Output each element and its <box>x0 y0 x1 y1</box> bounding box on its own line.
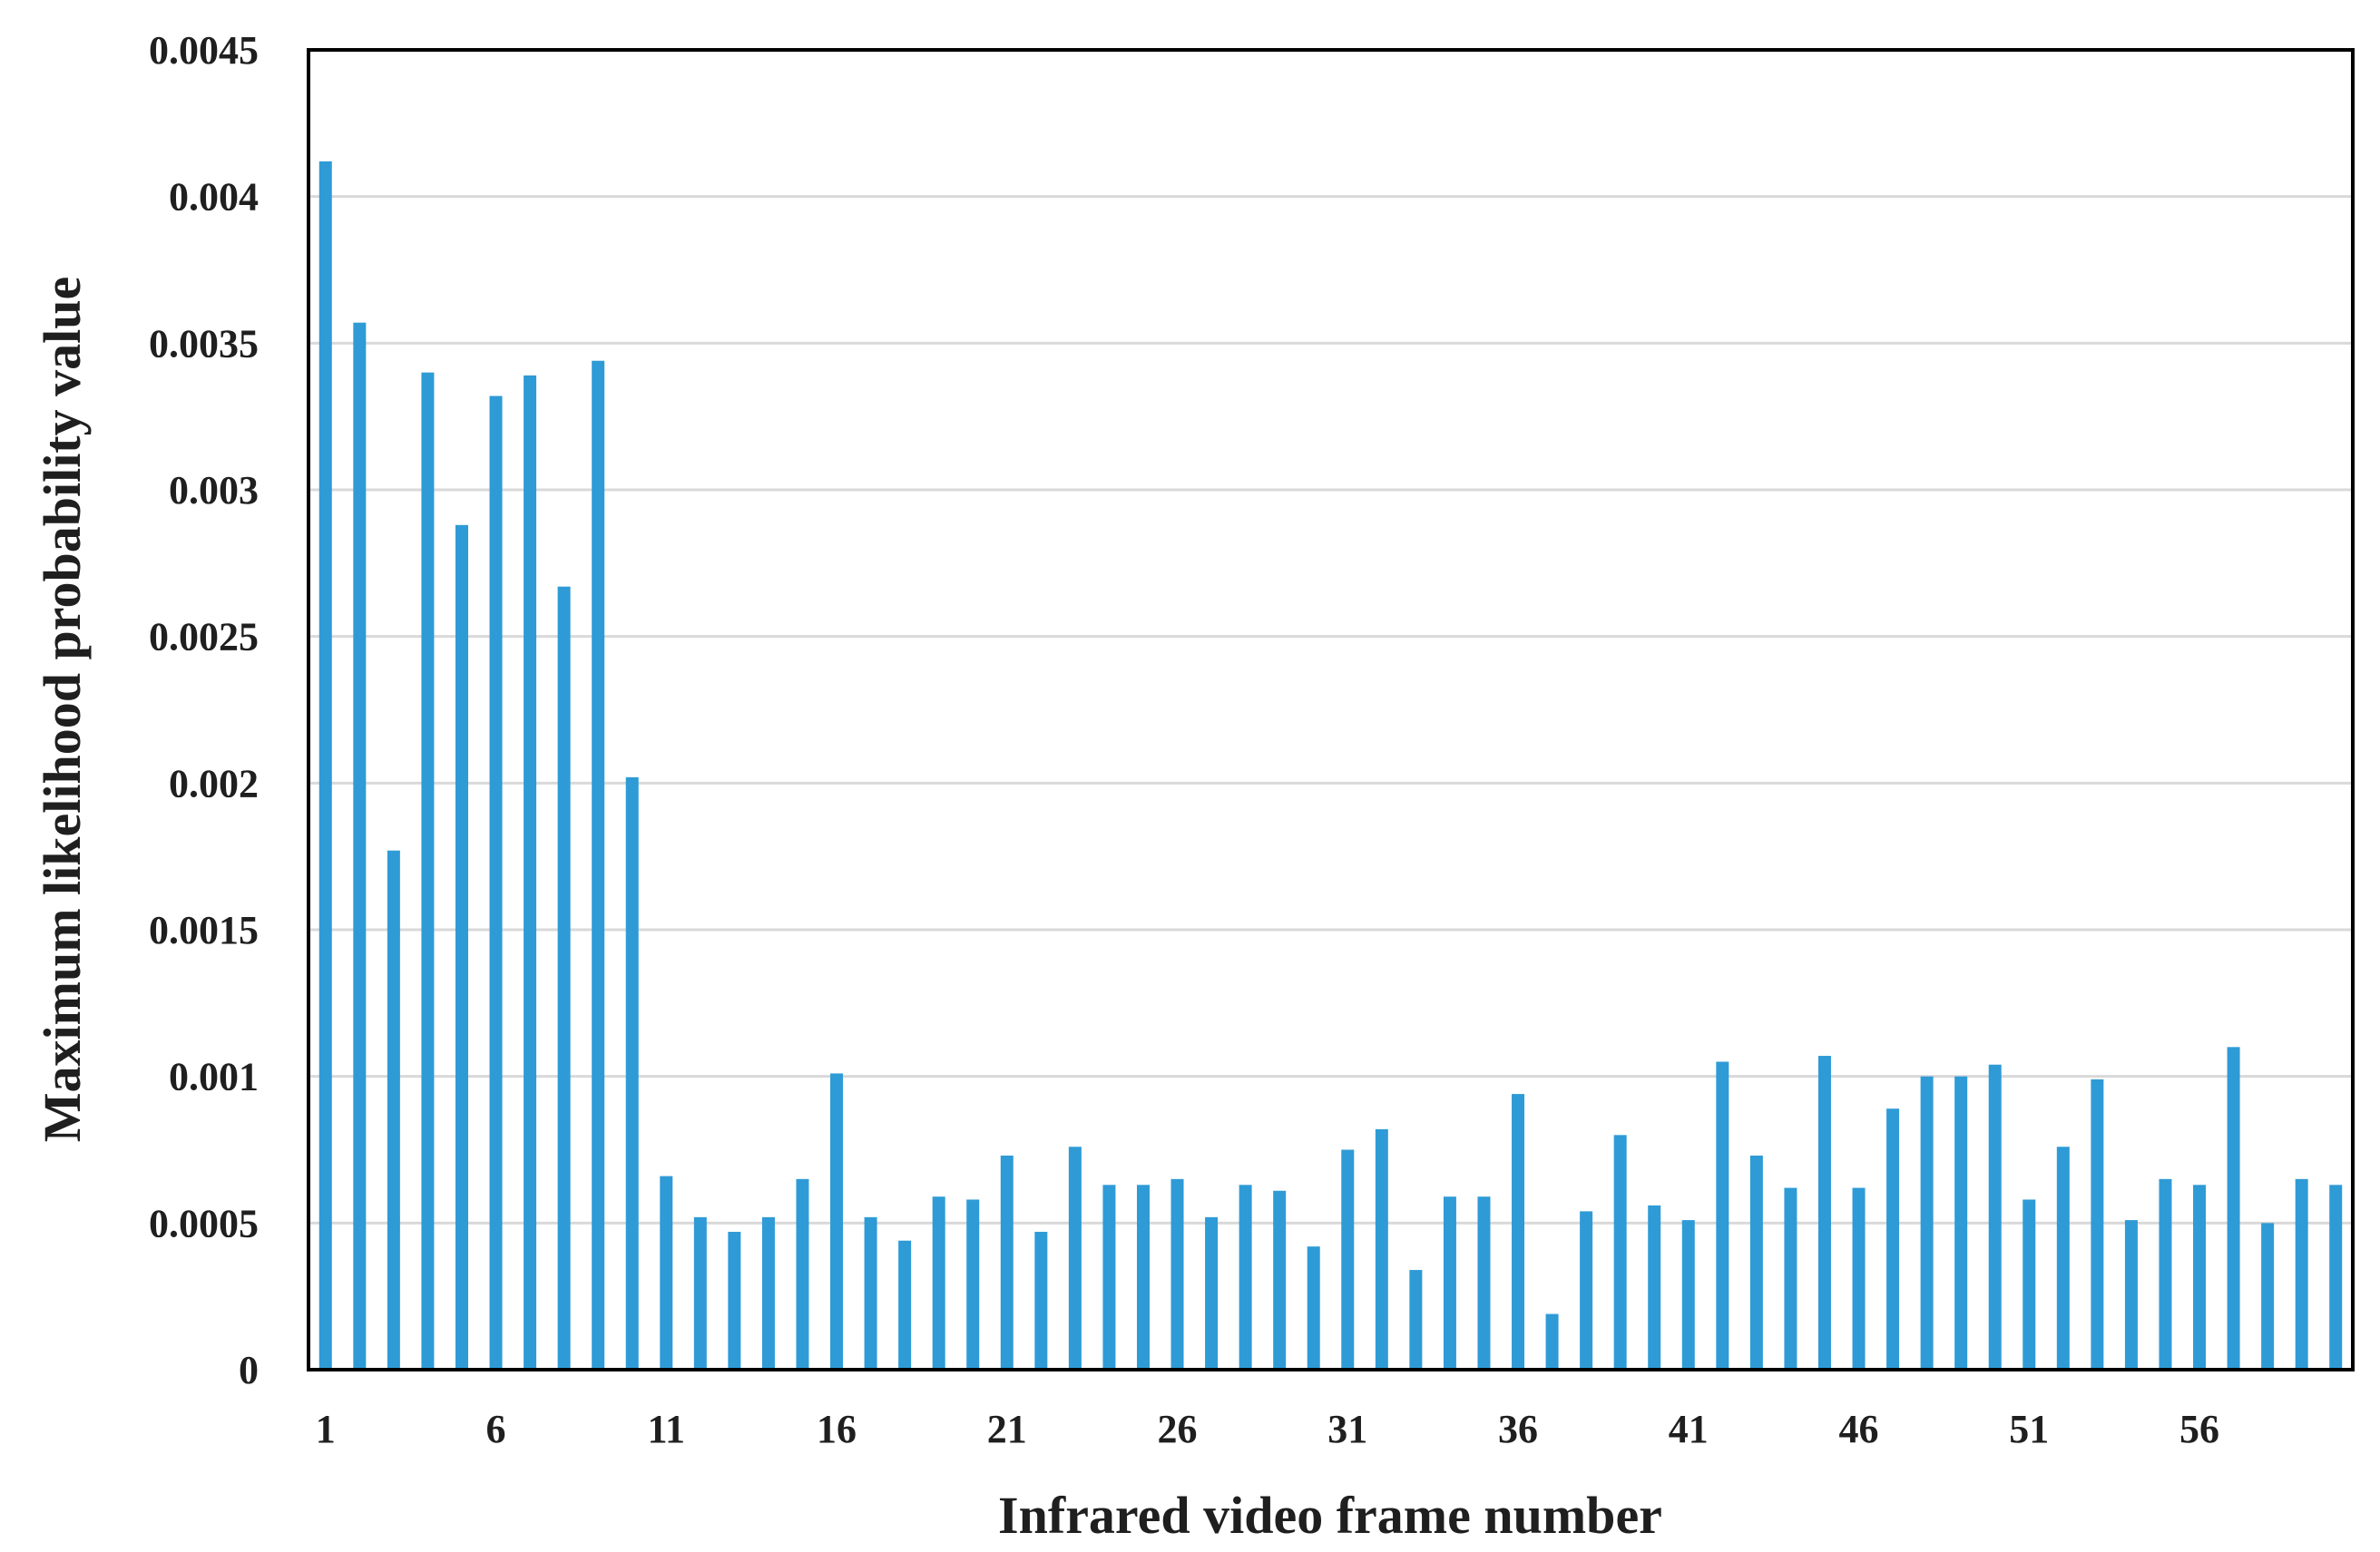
bar-frame-37 <box>1545 1313 1559 1370</box>
bar-frame-3 <box>387 850 400 1370</box>
bar-frame-24 <box>1102 1185 1116 1370</box>
x-tick-label: 11 <box>647 1407 685 1451</box>
bar-frame-49 <box>1954 1076 1968 1370</box>
bar-frame-31 <box>1341 1149 1355 1370</box>
bar-frame-29 <box>1273 1190 1287 1370</box>
bar-frame-46 <box>1852 1187 1866 1370</box>
x-tick-label: 31 <box>1327 1407 1367 1451</box>
y-tick-label: 0.0045 <box>149 28 259 73</box>
y-tick-label: 0.001 <box>169 1055 259 1099</box>
bar-frame-34 <box>1443 1196 1456 1370</box>
bar-frame-11 <box>660 1176 673 1370</box>
bar-frame-20 <box>966 1199 980 1370</box>
bar-frame-8 <box>557 586 571 1370</box>
bar-frame-45 <box>1817 1056 1831 1370</box>
bar-frame-1 <box>318 161 332 1370</box>
bar-frame-4 <box>421 372 435 1371</box>
bar-frame-17 <box>864 1216 877 1370</box>
y-tick-label: 0.0005 <box>149 1201 259 1245</box>
bar-frame-38 <box>1580 1211 1593 1370</box>
bar-frame-43 <box>1749 1155 1763 1370</box>
bar-frame-15 <box>796 1178 809 1370</box>
x-tick-label: 26 <box>1158 1407 1198 1451</box>
bar-frame-60 <box>2329 1185 2343 1370</box>
bar-frame-47 <box>1886 1108 1900 1370</box>
x-axis-title: Infrared video frame number <box>998 1486 1662 1545</box>
bar-frame-9 <box>592 360 605 1370</box>
x-tick-label: 56 <box>2179 1407 2219 1451</box>
bar-frame-35 <box>1477 1196 1491 1370</box>
bar-frame-12 <box>693 1216 707 1370</box>
bar-frame-42 <box>1716 1061 1729 1370</box>
x-tick-labels: 1 6 11 16 21 26 31 36 41 46 51 56 <box>316 1407 2219 1451</box>
bar-frame-56 <box>2193 1185 2207 1370</box>
bar-frame-33 <box>1409 1270 1423 1370</box>
bar-frame-53 <box>2091 1079 2104 1370</box>
plot-frame <box>307 48 2355 1371</box>
x-tick-label: 36 <box>1498 1407 1538 1451</box>
bar-frame-5 <box>455 524 468 1370</box>
bar-frame-7 <box>524 375 537 1370</box>
x-tick-label: 41 <box>1669 1407 1709 1451</box>
bar-frame-32 <box>1375 1128 1388 1370</box>
y-tick-label: 0 <box>239 1348 259 1392</box>
bar-frame-51 <box>2023 1199 2036 1370</box>
bar-frame-44 <box>1784 1187 1797 1370</box>
bar-frame-10 <box>625 776 639 1370</box>
bars <box>318 161 2343 1371</box>
bar-frame-16 <box>830 1073 844 1370</box>
bar-frame-28 <box>1239 1185 1252 1370</box>
x-tick-label: 6 <box>486 1407 506 1451</box>
bar-frame-19 <box>932 1196 945 1370</box>
bar-frame-55 <box>2159 1178 2172 1370</box>
bar-frame-41 <box>1681 1220 1695 1370</box>
bar-frame-27 <box>1205 1216 1219 1370</box>
bar-frame-39 <box>1613 1135 1627 1370</box>
bar-frame-36 <box>1512 1094 1525 1370</box>
bar-frame-58 <box>2261 1223 2275 1370</box>
y-tick-label: 0.0035 <box>149 321 259 366</box>
bar-frame-22 <box>1034 1232 1048 1370</box>
y-tick-label: 0.004 <box>169 175 259 220</box>
y-tick-label: 0.002 <box>169 761 259 805</box>
x-tick-label: 51 <box>2009 1407 2049 1451</box>
bar-frame-26 <box>1170 1178 1184 1370</box>
x-tick-label: 21 <box>987 1407 1027 1451</box>
bar-frame-30 <box>1307 1246 1320 1370</box>
y-tick-label: 0.003 <box>169 468 259 512</box>
bar-frame-23 <box>1068 1147 1082 1370</box>
bar-frame-50 <box>1988 1064 2002 1370</box>
bar-frame-54 <box>2124 1220 2138 1370</box>
bar-frame-14 <box>761 1216 775 1370</box>
bar-frame-25 <box>1136 1185 1150 1370</box>
y-axis-title: Maximum likelihood probability value <box>33 277 92 1142</box>
bar-frame-48 <box>1920 1076 1934 1370</box>
y-tick-labels: 0 0.0005 0.001 0.0015 0.002 0.0025 0.003 0.0035… <box>149 28 259 1392</box>
y-tick-label: 0.0015 <box>149 908 259 952</box>
bar-frame-21 <box>1000 1155 1014 1370</box>
bar-frame-40 <box>1648 1205 1661 1370</box>
x-tick-label: 16 <box>817 1407 857 1451</box>
x-tick-label: 46 <box>1839 1407 1879 1451</box>
bar-frame-52 <box>2056 1147 2070 1370</box>
y-tick-label: 0.0025 <box>149 615 259 659</box>
x-tick-label: 1 <box>316 1407 336 1451</box>
gridlines <box>309 195 2353 1225</box>
bar-frame-13 <box>728 1232 741 1370</box>
bar-frame-2 <box>353 322 367 1371</box>
bar-frame-59 <box>2295 1178 2308 1370</box>
bar-frame-6 <box>489 395 503 1370</box>
bar-frame-18 <box>898 1240 912 1370</box>
bar-frame-57 <box>2227 1047 2240 1370</box>
